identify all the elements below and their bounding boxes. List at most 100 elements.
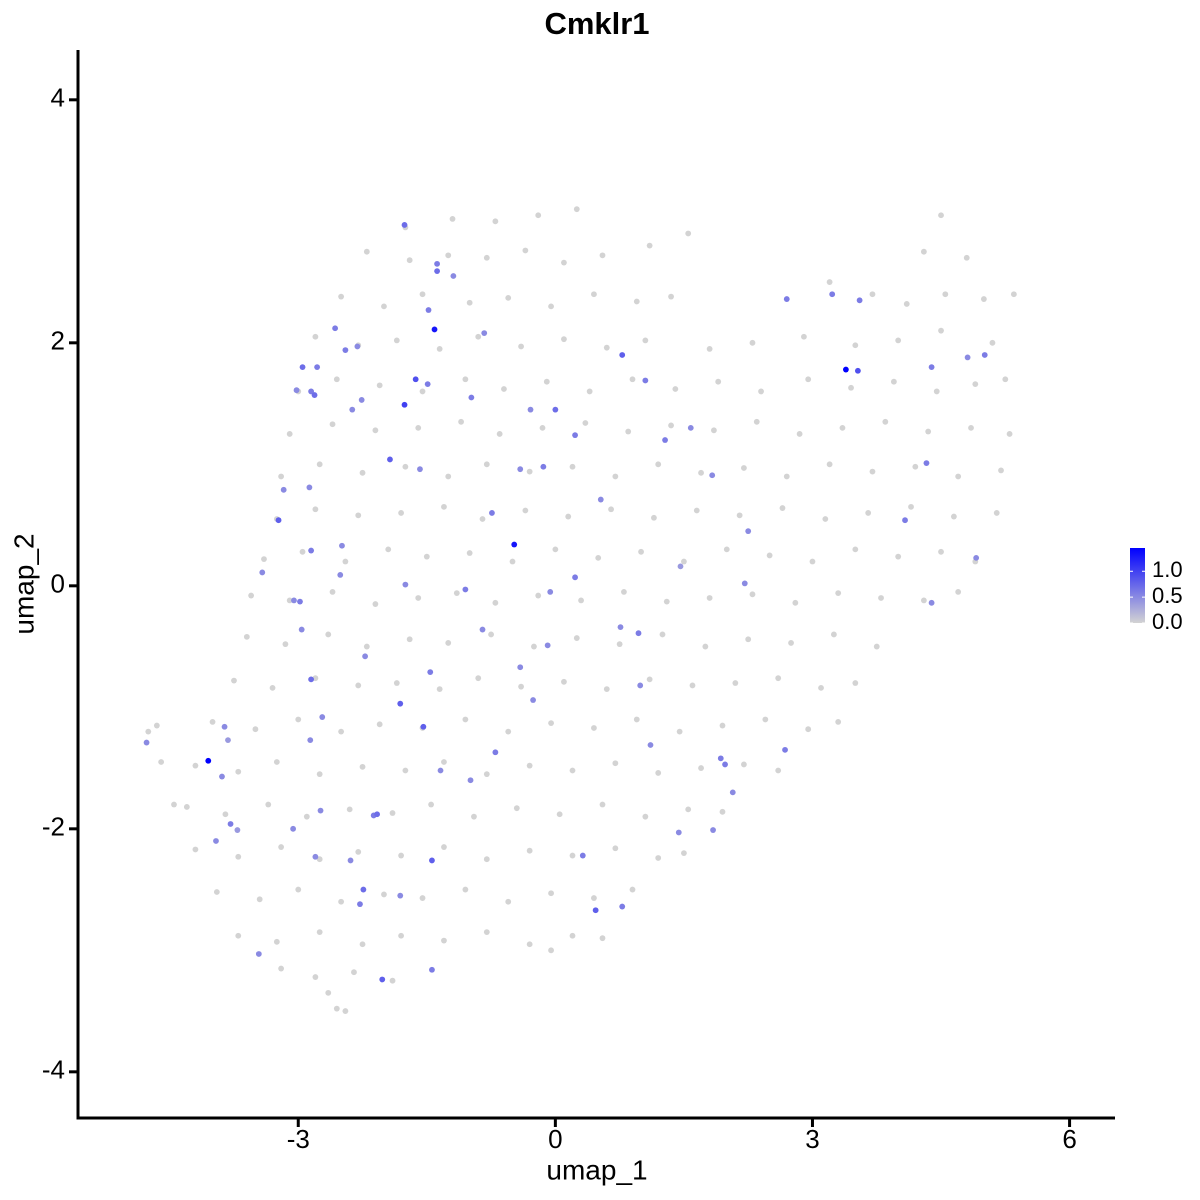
point: [964, 354, 971, 361]
point: [599, 801, 606, 808]
point: [912, 463, 919, 470]
point: [235, 932, 242, 939]
point: [629, 886, 636, 893]
point: [659, 631, 666, 638]
point: [662, 437, 668, 443]
point: [316, 461, 323, 468]
point: [561, 259, 567, 266]
point: [852, 680, 859, 686]
point: [693, 507, 700, 514]
point: [741, 761, 747, 768]
point: [993, 510, 1000, 516]
point: [441, 503, 447, 510]
point: [363, 248, 370, 255]
point: [475, 333, 482, 340]
point: [903, 301, 910, 307]
point: [235, 768, 242, 775]
point: [1010, 291, 1017, 298]
point: [329, 421, 336, 428]
point: [273, 759, 280, 765]
point: [920, 597, 927, 604]
point: [355, 849, 362, 855]
point: [492, 599, 499, 606]
point: [359, 763, 366, 770]
point: [319, 714, 326, 720]
point: [698, 469, 704, 476]
point: [989, 339, 996, 346]
x-tick-label: -3: [287, 1124, 310, 1154]
point: [856, 297, 863, 304]
point: [518, 683, 524, 690]
point: [475, 675, 482, 682]
point: [259, 569, 266, 576]
point: [722, 761, 728, 768]
point: [710, 827, 716, 833]
point: [291, 597, 297, 604]
point: [895, 553, 902, 560]
point: [351, 969, 357, 976]
point: [462, 716, 469, 723]
point: [543, 378, 550, 385]
point: [401, 222, 408, 228]
point: [582, 420, 589, 426]
point: [299, 364, 306, 371]
point: [317, 807, 324, 814]
point: [483, 461, 490, 468]
point: [835, 719, 842, 725]
point: [462, 376, 469, 383]
point: [878, 595, 884, 601]
point: [642, 377, 649, 384]
y-tick-label: -4: [42, 1055, 65, 1085]
point: [599, 252, 606, 259]
point: [466, 299, 473, 306]
points: [143, 206, 1017, 1014]
point: [792, 599, 799, 606]
point: [655, 770, 662, 776]
point: [709, 472, 716, 479]
point: [355, 682, 362, 689]
point: [428, 801, 434, 808]
point: [955, 473, 962, 480]
point: [865, 510, 872, 516]
point: [419, 291, 426, 298]
point: [389, 977, 396, 984]
point: [745, 528, 752, 535]
point: [998, 467, 1004, 474]
point: [360, 886, 367, 893]
colorbar-tick-label: 0.0: [1152, 609, 1183, 634]
point: [158, 759, 165, 765]
point: [415, 424, 422, 431]
point: [445, 640, 452, 646]
point: [221, 723, 228, 730]
point: [434, 268, 440, 275]
point: [677, 563, 684, 570]
point: [706, 595, 713, 601]
point: [488, 631, 494, 638]
point: [385, 546, 392, 553]
point: [417, 466, 423, 473]
point: [920, 248, 927, 255]
x-axis-label: umap_1: [546, 1154, 647, 1185]
y-tick-label: 0: [51, 569, 65, 599]
point: [511, 541, 518, 548]
point: [462, 886, 469, 893]
point: [729, 789, 736, 796]
point: [325, 989, 332, 996]
point: [252, 726, 259, 733]
point: [445, 252, 452, 259]
point: [338, 898, 345, 905]
point: [963, 254, 970, 261]
point: [591, 291, 597, 298]
point: [293, 387, 300, 394]
point: [801, 333, 807, 340]
point: [672, 386, 679, 392]
point: [829, 291, 836, 298]
point: [928, 599, 935, 606]
point: [359, 941, 366, 948]
point: [376, 721, 383, 728]
point: [706, 345, 713, 352]
point: [526, 941, 533, 948]
point: [231, 677, 237, 684]
